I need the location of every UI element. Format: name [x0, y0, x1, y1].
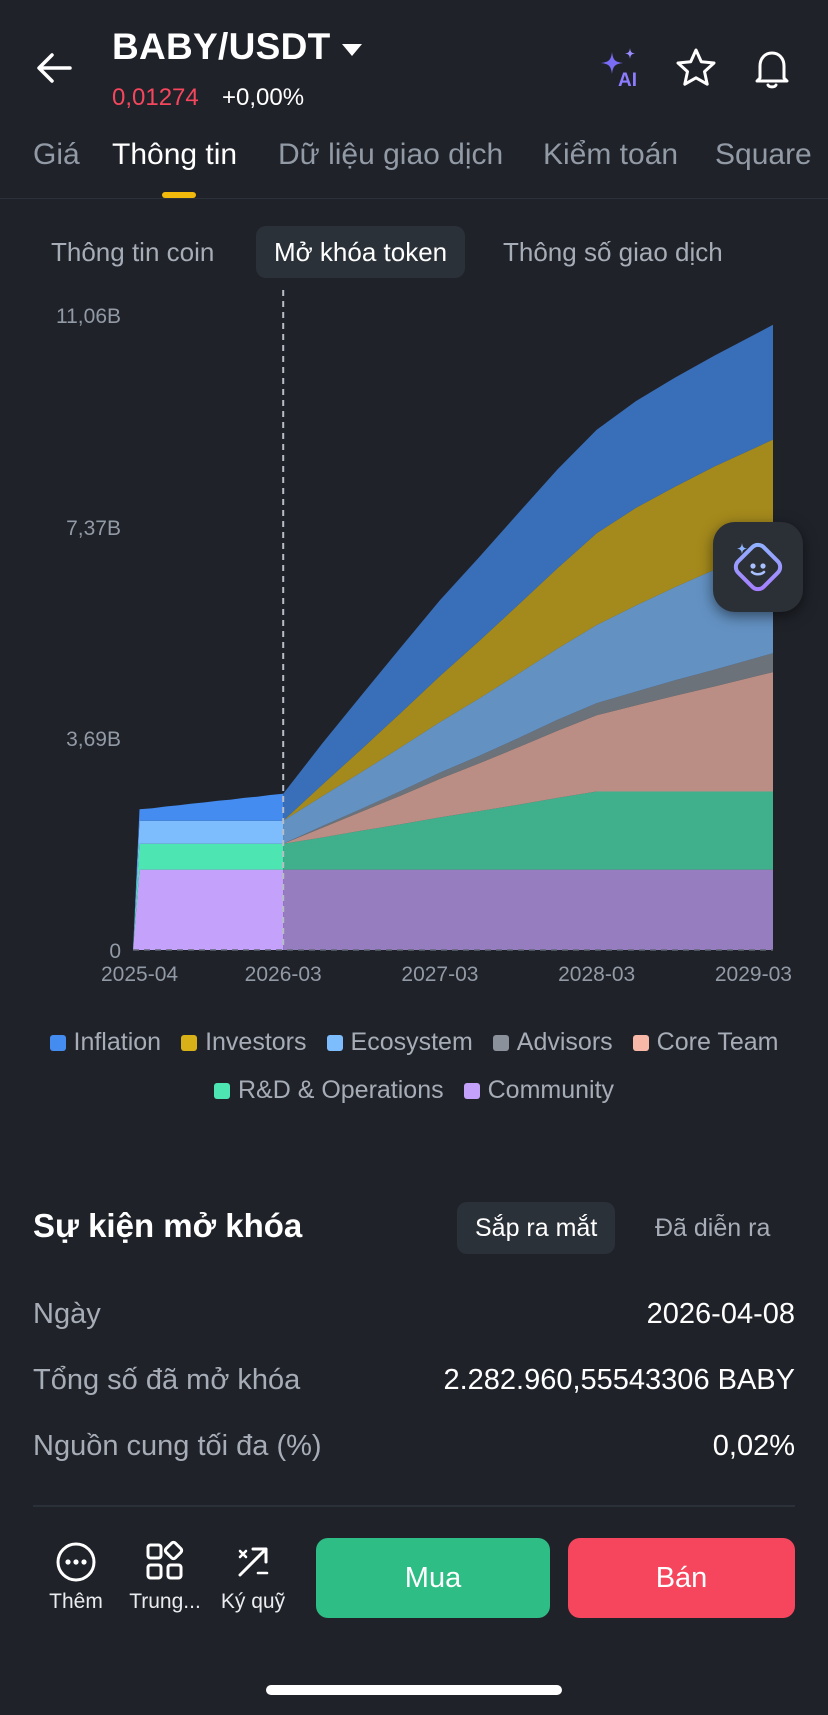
legend-swatch [463, 1082, 480, 1099]
legend-label: Core Team [656, 1028, 779, 1056]
area-ecosystem-future [283, 545, 773, 844]
area-r-d-operations-past [133, 843, 284, 950]
area-investors-future [283, 439, 773, 821]
star-icon [676, 48, 716, 86]
max-supply-value: 0,02% [712, 1430, 795, 1462]
subtab-trading-params[interactable]: Thông số giao dịch [503, 237, 723, 267]
pair-title[interactable]: BABY/USDT [112, 26, 331, 67]
area-community-future [283, 869, 773, 950]
legend-swatch [326, 1034, 343, 1051]
more-label: Thêm [49, 1590, 103, 1613]
grid-icon [146, 1540, 184, 1580]
legend-item[interactable]: Inflation [49, 1028, 162, 1057]
events-divider [33, 1505, 795, 1507]
ai-sparkle-button[interactable]: AI [594, 42, 646, 94]
y-tick-label: 0 [109, 940, 121, 963]
total-unlocked-value: 2.282.960,55543306 BABY [443, 1364, 795, 1396]
max-supply-label: Nguồn cung tối đa (%) [33, 1430, 322, 1462]
unlock-events-title: Sự kiện mở khóa [33, 1207, 303, 1244]
chart-legend-row-2: R&D & Operations Community [0, 1076, 828, 1105]
back-button[interactable] [30, 42, 82, 94]
price-change: +0,00% [222, 84, 305, 111]
legend-swatch [492, 1034, 509, 1051]
ai-assistant-button[interactable] [713, 522, 803, 612]
subtab-coin-info[interactable]: Thông tin coin [51, 237, 215, 267]
margin-label: Ký quỹ [220, 1590, 286, 1613]
ai-assistant-icon [733, 542, 783, 592]
area-inflation-past [133, 793, 284, 950]
legend-swatch [181, 1034, 198, 1051]
token-unlock-chart[interactable]: 0 3,69B 7,37B 11,06B 2025-04 2026-03 2027-03 20… [0, 270, 828, 990]
y-tick-label: 11,06B [56, 305, 121, 328]
area-inflation-future [283, 324, 773, 821]
tab-info[interactable]: Thông tin [112, 138, 238, 171]
x-tick-label: 2025-04 [101, 963, 178, 986]
date-value: 2026-04-08 [646, 1298, 795, 1330]
hub-label: Trung... [129, 1590, 201, 1613]
margin-arrow-icon [238, 1547, 269, 1577]
legend-item[interactable]: R&D & Operations [213, 1076, 444, 1105]
legend-label: Ecosystem [350, 1028, 473, 1056]
last-price: 0,01274 [112, 84, 199, 111]
legend-label: Advisors [516, 1028, 613, 1056]
legend-swatch [49, 1034, 66, 1051]
tabs-divider [0, 198, 828, 199]
x-tick-label: 2027-03 [401, 963, 478, 986]
ai-sparkle-icon: AI [601, 48, 637, 91]
tab-past[interactable]: Đã diễn ra [655, 1214, 771, 1242]
legend-item[interactable]: Core Team [632, 1028, 779, 1057]
legend-label: R&D & Operations [237, 1076, 444, 1104]
legend-item[interactable]: Ecosystem [326, 1028, 473, 1057]
area-ecosystem-past [133, 820, 284, 950]
subtab-token-unlock[interactable]: Mở khóa token [256, 226, 466, 278]
tab-audit[interactable]: Kiểm toán [543, 138, 679, 171]
y-tick-label: 7,37B [66, 517, 121, 540]
alert-button[interactable] [746, 42, 798, 94]
legend-label: Investors [205, 1028, 307, 1056]
margin-button[interactable]: Ký quỹ [213, 1540, 293, 1614]
active-tab-indicator [162, 192, 196, 198]
date-label: Ngày [33, 1298, 101, 1330]
arrow-left-icon [37, 53, 72, 83]
legend-swatch [632, 1034, 649, 1051]
legend-item[interactable]: Community [463, 1076, 615, 1105]
more-dots-icon [56, 1542, 96, 1582]
x-tick-label: 2029-03 [715, 963, 792, 986]
area-core-team-future [283, 672, 773, 844]
area-advisors-future [283, 653, 773, 844]
legend-item[interactable]: Advisors [492, 1028, 613, 1057]
legend-swatch [213, 1082, 230, 1099]
tab-upcoming[interactable]: Sắp ra mắt [457, 1202, 616, 1254]
caret-down-icon[interactable] [340, 42, 364, 58]
hub-button[interactable]: Trung... [125, 1540, 205, 1614]
area-r-d-operations-future [283, 791, 773, 870]
total-unlocked-label: Tổng số đã mở khóa [33, 1364, 301, 1396]
chart-legend-row-1: Inflation Investors Ecosystem Advisors Core … [0, 1028, 828, 1057]
more-button[interactable]: Thêm [36, 1540, 116, 1614]
legend-label: Inflation [73, 1028, 162, 1056]
legend-label: Community [487, 1076, 615, 1104]
home-indicator [266, 1685, 562, 1695]
sell-button[interactable]: Bán [568, 1538, 795, 1618]
bell-icon [755, 51, 789, 89]
tab-square[interactable]: Square [715, 138, 812, 171]
buy-button[interactable]: Mua [316, 1538, 550, 1618]
x-tick-label: 2026-03 [245, 963, 322, 986]
x-tick-label: 2028-03 [558, 963, 635, 986]
y-tick-label: 3,69B [66, 728, 121, 751]
area-community-past [133, 869, 284, 950]
svg-text:AI: AI [618, 70, 637, 91]
favorite-button[interactable] [670, 42, 722, 94]
legend-item[interactable]: Investors [181, 1028, 307, 1057]
tab-price[interactable]: Giá [33, 138, 80, 171]
tab-trading-data[interactable]: Dữ liệu giao dịch [278, 138, 504, 171]
